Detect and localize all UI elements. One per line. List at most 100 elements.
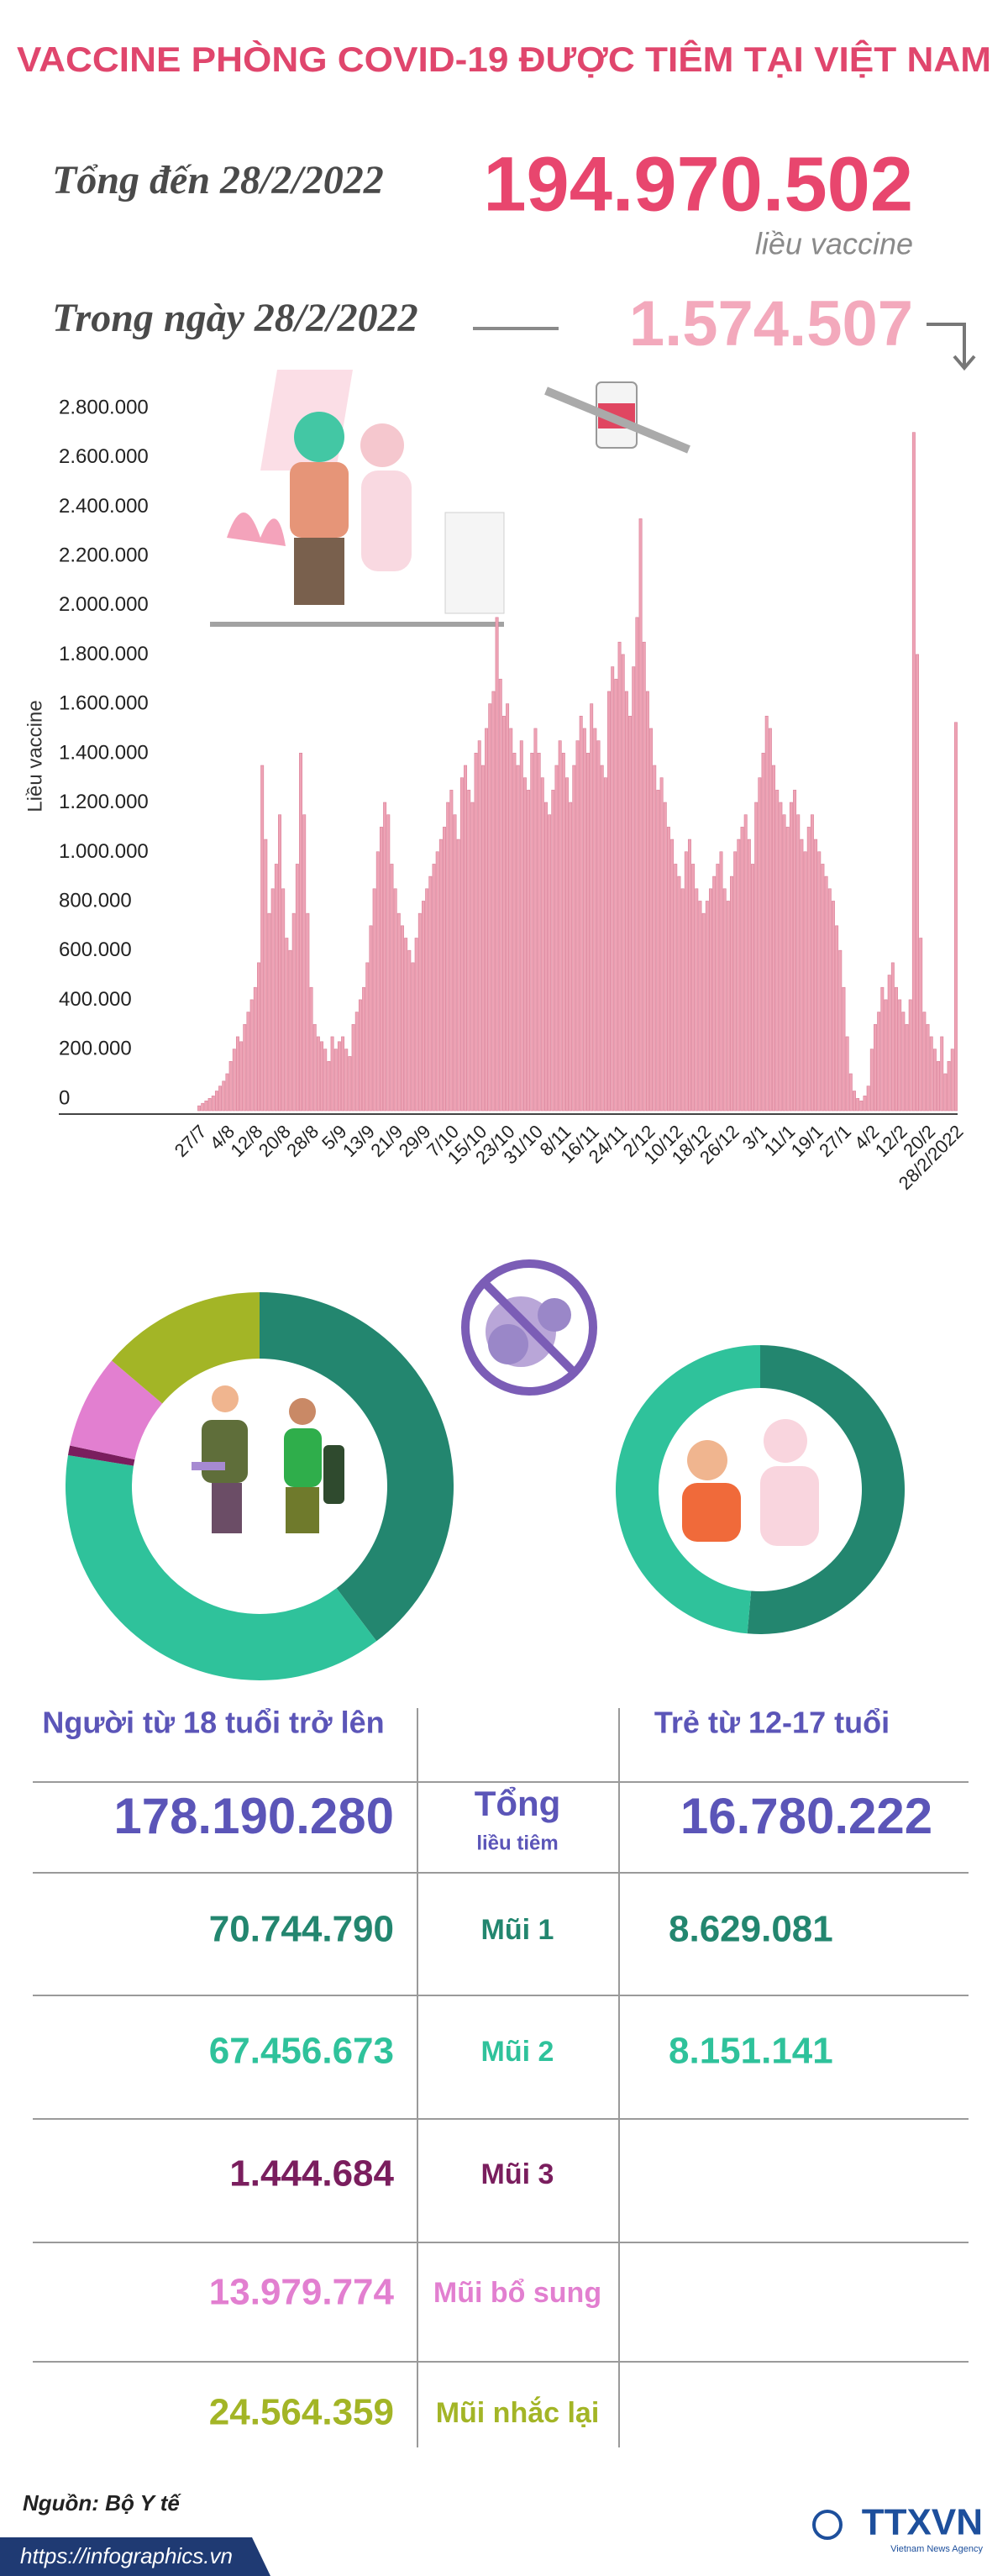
bar	[365, 962, 370, 1112]
bar	[649, 728, 654, 1112]
bar	[628, 715, 633, 1112]
bar	[940, 1036, 944, 1112]
bar	[937, 1060, 941, 1112]
bar	[800, 839, 804, 1112]
bar	[926, 1023, 930, 1112]
bar	[887, 975, 891, 1112]
bar	[464, 765, 468, 1112]
dose-label: Mũi 1	[481, 1914, 554, 1946]
x-tick-label: 28/8	[282, 1121, 323, 1161]
donut-segment	[112, 1292, 260, 1404]
bar	[758, 777, 762, 1112]
bar	[417, 912, 422, 1112]
bar	[656, 790, 660, 1112]
bar	[561, 753, 565, 1112]
bar	[635, 617, 639, 1112]
bar	[803, 851, 807, 1112]
bar	[407, 949, 412, 1112]
bar	[453, 814, 457, 1112]
bar	[214, 1091, 218, 1112]
bar	[719, 851, 723, 1112]
bar	[312, 1023, 317, 1112]
bar	[848, 1073, 853, 1112]
dose-value: 67.456.673	[209, 2031, 394, 2072]
bar	[393, 888, 397, 1112]
bar	[306, 912, 310, 1112]
bar	[243, 1023, 247, 1112]
bar	[796, 814, 801, 1112]
bar	[291, 912, 296, 1112]
bar	[701, 912, 706, 1112]
bar	[737, 839, 741, 1112]
y-tick-label: 2.000.000	[59, 593, 149, 616]
total-row-sublabel: liều tiêm	[476, 1832, 558, 1854]
bar	[295, 864, 299, 1112]
bar	[950, 1049, 954, 1112]
bar	[698, 901, 702, 1112]
bar	[467, 790, 471, 1112]
bar	[264, 839, 268, 1112]
bar	[877, 1012, 881, 1112]
bar	[764, 715, 769, 1112]
bar	[354, 1012, 359, 1112]
dose-value: 70.744.790	[209, 1909, 394, 1950]
bar	[501, 715, 506, 1112]
bar	[730, 875, 733, 1112]
bar	[821, 864, 825, 1112]
bar	[827, 888, 832, 1112]
bar	[845, 1036, 849, 1112]
bar	[565, 777, 569, 1112]
bar	[383, 802, 387, 1112]
bar	[235, 1036, 239, 1112]
bar	[470, 802, 475, 1112]
bar	[320, 1041, 324, 1112]
donut-segment	[70, 1360, 163, 1460]
bar	[908, 999, 912, 1112]
y-tick-label: 0	[59, 1086, 70, 1109]
y-tick-label: 2.400.000	[59, 495, 149, 518]
bar	[299, 753, 302, 1112]
bar	[551, 790, 555, 1112]
dose-value: 8.629.081	[669, 1909, 833, 1950]
bar	[898, 999, 902, 1112]
bar	[530, 753, 534, 1112]
syringe-icon	[544, 381, 690, 454]
bar	[309, 986, 313, 1112]
bar	[285, 938, 289, 1112]
bar	[709, 888, 712, 1112]
bar	[344, 1049, 349, 1112]
y-tick-label: 400.000	[59, 988, 132, 1011]
bar	[916, 654, 920, 1112]
bar	[422, 901, 425, 1112]
bar	[621, 654, 625, 1112]
bar	[751, 864, 754, 1112]
bar	[617, 641, 622, 1112]
bar	[922, 1012, 927, 1112]
bar	[401, 925, 404, 1112]
bar	[582, 728, 586, 1112]
bar	[586, 753, 590, 1112]
bar	[869, 1049, 874, 1112]
total-unit: liều vaccine	[755, 227, 913, 261]
bar	[533, 728, 538, 1112]
bar	[414, 938, 418, 1112]
bar	[890, 962, 895, 1112]
bar	[459, 777, 464, 1112]
url-bar	[0, 2537, 270, 2576]
bar	[782, 814, 786, 1112]
bar	[953, 722, 958, 1112]
bar	[267, 912, 271, 1112]
adult-illustration	[192, 1385, 344, 1533]
bar	[905, 1023, 909, 1112]
total-row-label: Tổng	[475, 1784, 561, 1823]
url: https://infographics.vn	[20, 2543, 233, 2568]
bar	[456, 839, 460, 1112]
bar	[522, 777, 527, 1112]
bar	[396, 912, 401, 1112]
bar	[274, 864, 278, 1112]
arrow-icon	[927, 323, 976, 371]
title: VACCINE PHÒNG COVID-19 ĐƯỢC TIÊM TẠI VIỆ…	[17, 39, 991, 79]
bar	[947, 1060, 951, 1112]
bar	[579, 715, 583, 1112]
table-grid	[33, 1708, 969, 2447]
